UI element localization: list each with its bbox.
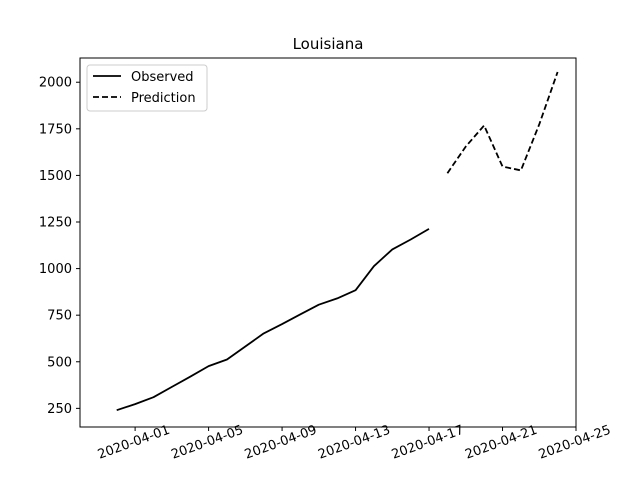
chart-title: Louisiana	[293, 35, 364, 53]
x-axis: 2020-04-012020-04-052020-04-092020-04-13…	[96, 423, 613, 463]
x-tick-label: 2020-04-09	[243, 423, 319, 463]
legend-label-prediction: Prediction	[131, 91, 196, 106]
plot-frame	[79, 57, 577, 428]
legend: Observed Prediction	[86, 64, 208, 112]
plot-area	[116, 71, 559, 412]
y-tick-label: 1250	[39, 216, 72, 231]
y-tick-label: 1750	[39, 122, 72, 137]
series-line-observed	[116, 228, 430, 412]
y-tick-label: 2000	[39, 76, 72, 91]
x-tick-label: 2020-04-05	[169, 423, 245, 463]
series-line-prediction	[446, 71, 559, 174]
x-tick-label: 2020-04-25	[537, 423, 613, 463]
x-tick-label: 2020-04-21	[463, 423, 539, 463]
x-tick-label: 2020-04-13	[316, 423, 392, 463]
x-tick-label: 2020-04-01	[96, 423, 172, 463]
y-tick-label: 1000	[39, 262, 72, 277]
y-tick-label: 250	[47, 402, 72, 417]
y-tick-label: 1500	[39, 169, 72, 184]
y-tick-label: 750	[47, 309, 72, 324]
y-tick-label: 500	[47, 355, 72, 370]
x-tick-label: 2020-04-17	[390, 423, 466, 463]
y-axis: 250 500 750 1000 1250 1500 1750 2000	[39, 76, 80, 417]
legend-label-observed: Observed	[131, 70, 194, 85]
